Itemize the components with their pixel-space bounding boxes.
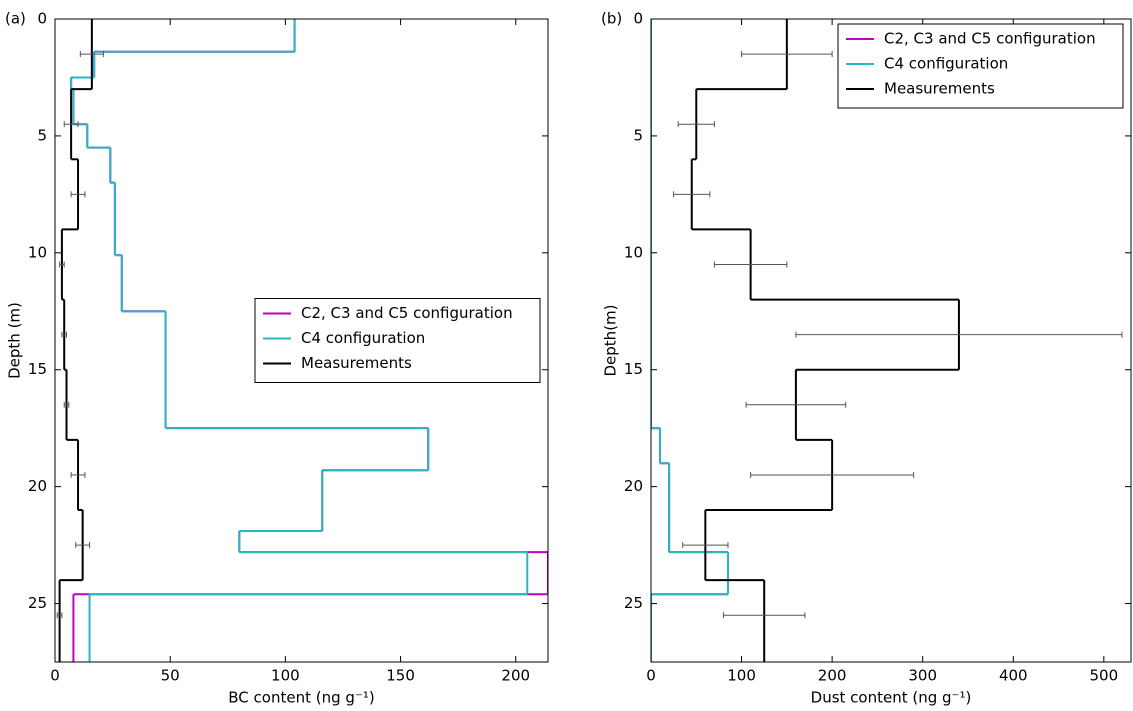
y-tick-label: 0 xyxy=(37,10,47,28)
legend-label: C2, C3 and C5 configuration xyxy=(884,30,1096,48)
y-tick-label: 0 xyxy=(633,10,643,28)
legend-label: C4 configuration xyxy=(301,329,425,347)
panel: 0 100 200 300 400 500 0 5 10 15 20 25 Dust content (… xyxy=(601,10,1132,707)
x-tick-label: 50 xyxy=(161,667,180,685)
x-tick-label: 100 xyxy=(271,667,300,685)
x-axis-label: BC content (ng g⁻¹) xyxy=(228,689,374,707)
x-tick-label: 200 xyxy=(818,667,847,685)
x-tick-label: 200 xyxy=(501,667,530,685)
y-tick-label: 20 xyxy=(28,477,47,495)
axes-frame xyxy=(650,18,1132,663)
legend: C2, C3 and C5 configuration C4 configurat… xyxy=(254,298,541,383)
y-axis-label: Depth(m) xyxy=(602,304,620,376)
y-tick-label: 10 xyxy=(28,243,47,261)
x-tick-label: 300 xyxy=(908,667,937,685)
legend-box xyxy=(254,298,541,383)
y-axis-label: Depth (m) xyxy=(6,302,24,379)
y-tick-label: 5 xyxy=(633,126,643,144)
y-tick-label: 5 xyxy=(37,126,47,144)
legend-label: C4 configuration xyxy=(884,55,1008,73)
plot-area xyxy=(651,19,1123,662)
legend: C2, C3 and C5 configuration C4 configurat… xyxy=(837,23,1124,109)
legend-label: Measurements xyxy=(301,354,412,372)
panel: 0 50 100 150 200 0 5 10 15 20 25 BC content (ng g⁻¹… xyxy=(5,10,549,707)
y-tick-label: 20 xyxy=(624,477,643,495)
legend-box xyxy=(837,23,1124,109)
y-tick-label: 25 xyxy=(28,594,47,612)
x-tick-label: 0 xyxy=(50,667,60,685)
legend-label: C2, C3 and C5 configuration xyxy=(301,304,513,322)
x-tick-label: 150 xyxy=(386,667,415,685)
axes-frame xyxy=(54,18,549,663)
y-tick-label: 15 xyxy=(28,360,47,378)
x-tick-label: 500 xyxy=(1090,667,1119,685)
y-tick-label: 10 xyxy=(624,243,643,261)
y-tick-label: 25 xyxy=(624,594,643,612)
y-tick-label: 15 xyxy=(624,360,643,378)
panel-label: (a) xyxy=(5,10,26,28)
legend-label: Measurements xyxy=(884,80,995,98)
plot-area xyxy=(56,19,548,662)
x-tick-label: 400 xyxy=(999,667,1028,685)
x-axis-label: Dust content (ng g⁻¹) xyxy=(811,689,972,707)
x-tick-label: 0 xyxy=(646,667,656,685)
x-tick-label: 100 xyxy=(727,667,756,685)
panel-label: (b) xyxy=(601,10,622,28)
